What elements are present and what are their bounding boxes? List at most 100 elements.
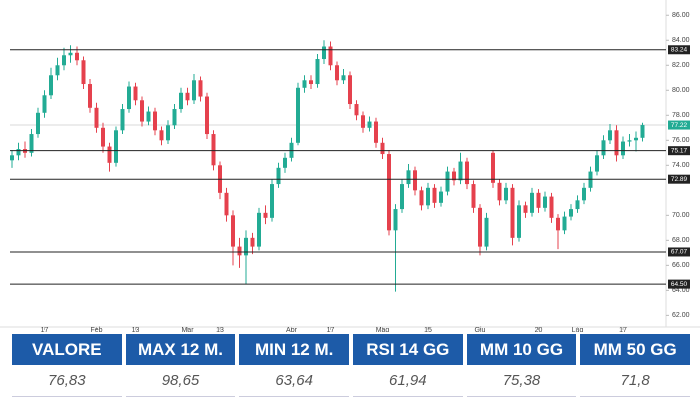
candle-body: [510, 187, 515, 238]
candle-body: [419, 190, 424, 206]
level-tag: [668, 279, 690, 289]
candle-body: [231, 215, 235, 247]
candle-body: [504, 187, 508, 201]
candle-body: [107, 146, 112, 163]
candle-body: [491, 152, 495, 183]
candle-body: [354, 104, 359, 116]
candle-body: [263, 212, 268, 218]
candle-body: [387, 154, 391, 231]
table-header: MM 50 GG: [580, 334, 690, 365]
candle-body: [328, 46, 333, 66]
candle-body: [166, 125, 170, 141]
candle-body: [101, 127, 105, 147]
table-value: 98,65: [125, 365, 236, 397]
table-header: VALORE: [12, 334, 122, 365]
candle-body: [192, 80, 196, 101]
x-tick-label: 13: [216, 327, 224, 332]
y-tick-label: 76.00: [672, 137, 690, 144]
candle-body: [627, 140, 632, 142]
candle-body: [380, 142, 385, 155]
x-tick-label: Mar: [181, 327, 194, 332]
candle-body: [562, 216, 567, 231]
level-label: 67.07: [671, 249, 688, 256]
candle-body: [224, 192, 229, 216]
y-tick-label: 80.00: [672, 87, 690, 94]
candle-body: [374, 121, 378, 143]
candle-body: [569, 209, 573, 217]
x-tick-label: Giu: [475, 327, 486, 332]
candle-body: [471, 184, 476, 208]
candle-body: [120, 109, 125, 131]
candle-body: [185, 92, 190, 101]
candle-body: [335, 65, 339, 81]
last-price-tag: [668, 120, 690, 130]
candle-body: [367, 121, 372, 128]
x-tick-label: Feb: [90, 327, 102, 332]
candle-body: [445, 171, 450, 192]
candle-body: [68, 52, 73, 56]
candle-body: [608, 130, 612, 141]
candle-body: [81, 60, 86, 85]
candle-body: [543, 196, 547, 208]
candle-body: [270, 184, 274, 218]
candle-body: [114, 130, 118, 163]
candle-body: [172, 109, 177, 126]
x-tick-label: Mag: [376, 327, 390, 332]
table-header: MAX 12 M.: [125, 334, 236, 365]
last-price-label: 77.22: [671, 122, 688, 129]
candle-body: [133, 86, 138, 101]
candle-body: [406, 170, 411, 185]
candle-body: [55, 65, 60, 76]
candle-body: [29, 134, 34, 153]
y-tick-label: 78.00: [672, 112, 690, 119]
candle-body: [341, 75, 346, 81]
candle-body: [575, 200, 580, 210]
chart: 86.00 84.00 82.00 80.00 78.00 76.00 74.00 70.00…: [0, 0, 700, 332]
candle-body: [517, 205, 521, 238]
candle-body: [42, 95, 47, 113]
candle-body: [582, 187, 586, 201]
candle-body: [478, 207, 482, 247]
candle-body: [315, 59, 320, 85]
candle-body: [614, 130, 619, 156]
candle-body: [549, 196, 554, 218]
x-tick-label: 17: [327, 327, 335, 332]
level-label: 72.89: [671, 176, 688, 183]
candle-body: [257, 212, 261, 247]
candle-body: [146, 111, 151, 122]
x-tick-label: Lug: [572, 327, 584, 332]
table-value: 75,38: [466, 365, 577, 397]
y-tick-label: 68.00: [672, 237, 690, 244]
candle-body: [94, 107, 99, 128]
level-tag: [668, 45, 690, 55]
candle-body: [439, 191, 443, 203]
table-value: 63,64: [239, 365, 349, 397]
candle-body: [601, 140, 606, 156]
candle-body: [140, 100, 144, 122]
candle-body: [205, 96, 209, 135]
candle-body: [75, 52, 79, 61]
y-tick-label: 70.00: [672, 212, 690, 219]
candle-body: [530, 192, 534, 213]
candle-body: [16, 149, 21, 156]
candle-body: [244, 237, 248, 256]
candle-body: [536, 192, 541, 208]
candle-body: [302, 80, 307, 88]
candle-body: [10, 155, 14, 161]
candle-body: [361, 115, 365, 128]
candle-body: [523, 205, 528, 213]
candle-body: [595, 155, 599, 172]
candle-body: [621, 141, 625, 156]
level-label: 64.50: [671, 281, 688, 288]
candle-body: [62, 55, 66, 66]
y-tick-label: 74.00: [672, 162, 690, 169]
candle-body: [348, 75, 352, 105]
table-header: RSI 14 GG: [352, 334, 463, 365]
y-tick-label: 82.00: [672, 62, 690, 69]
candle-body: [36, 112, 40, 135]
stats-table: VALORE MAX 12 M. MIN 12 M. RSI 14 GG MM 10 G…: [12, 334, 690, 397]
candle-body: [250, 237, 255, 247]
level-tag: [668, 146, 690, 156]
candle-body: [211, 134, 216, 166]
